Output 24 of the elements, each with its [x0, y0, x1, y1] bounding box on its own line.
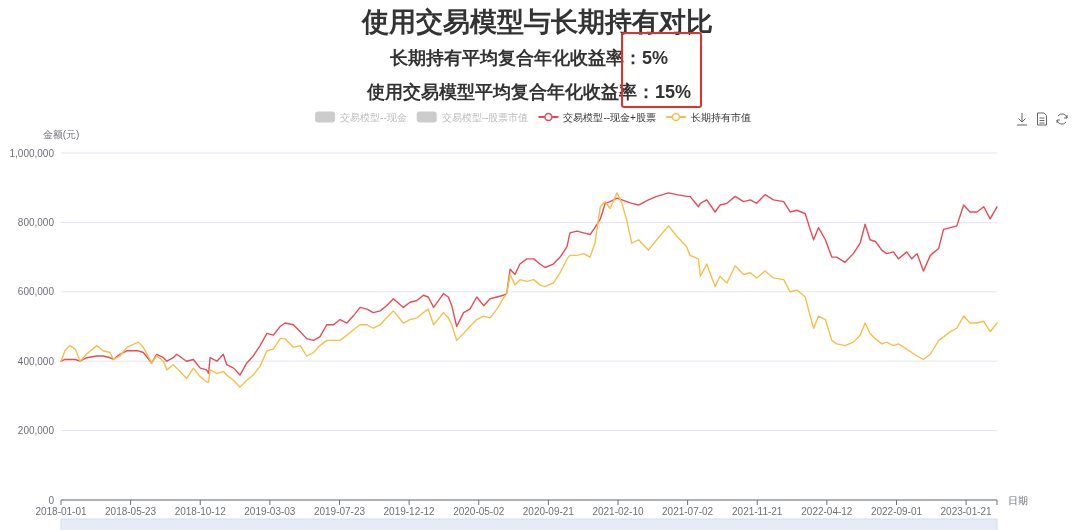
y-tick-label: 0 — [48, 494, 54, 506]
y-tick-label: 1,000,000 — [9, 147, 54, 159]
x-tick-label: 2021-11-21 — [732, 506, 783, 517]
x-axis-title: 日期 — [1008, 495, 1028, 506]
legend-label: 长期持有市值 — [690, 111, 751, 123]
y-tick-label: 600,000 — [17, 286, 54, 298]
x-tick-label: 2022-09-01 — [870, 506, 923, 517]
x-tick-label: 2020-09-21 — [522, 506, 574, 517]
legend-label: 交易模型--现金+股票 — [563, 111, 656, 123]
y-tick-label: 400,000 — [17, 355, 54, 367]
y-tick-label: 800,000 — [17, 216, 54, 228]
y-tick-label: 200,000 — [17, 425, 54, 437]
x-tick-label: 2019-12-12 — [383, 506, 435, 517]
x-tick-label: 2022-04-12 — [801, 506, 853, 517]
y-axis-title: 金额(元) — [42, 129, 80, 140]
x-tick-label: 2021-07-02 — [662, 506, 714, 517]
x-tick-label: 2018-01-01 — [35, 506, 87, 517]
x-tick-label: 2023-01-21 — [940, 506, 992, 517]
x-tick-label: 2021-02-10 — [592, 506, 644, 517]
x-tick-label: 2019-03-03 — [244, 506, 296, 517]
x-tick-label: 2018-05-23 — [105, 506, 157, 517]
x-tick-label: 2020-05-02 — [453, 506, 505, 517]
x-tick-label: 2019-07-23 — [313, 506, 366, 517]
x-tick-label: 2018-10-12 — [174, 506, 226, 517]
